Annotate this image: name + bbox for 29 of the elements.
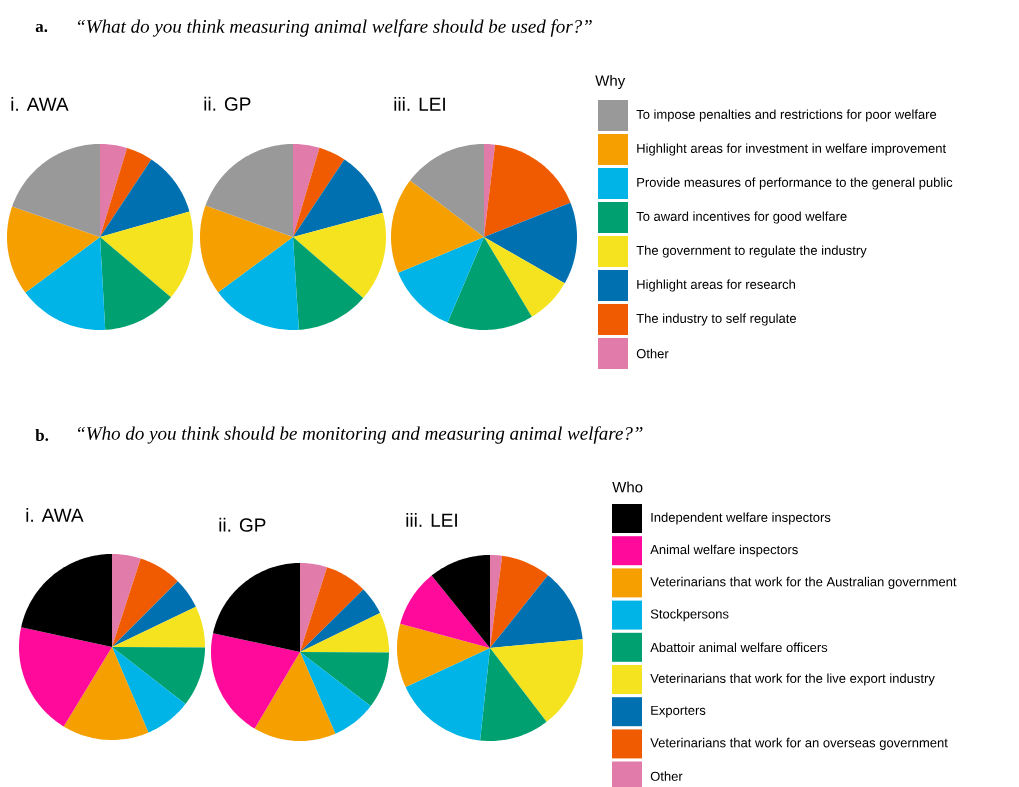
legend-label: Stockpersons: [650, 609, 729, 622]
legend-label: Provide measures of performance to the general public: [637, 177, 953, 190]
chart-title: iii. LEI: [406, 513, 457, 527]
text: “What do you think measuring animal welfare should be used for?”: [77, 19, 592, 37]
legend-label: To award incentives for good welfare: [636, 211, 847, 224]
legend-label: Exporters: [651, 705, 706, 718]
legend-label: Veterinarians that work for an overseas government: [650, 737, 948, 750]
legend-label: Veterinarians that work for the Australian government: [650, 576, 957, 589]
chart-title: iii. LEI: [394, 97, 445, 111]
legend-label: Other: [636, 348, 669, 359]
legend-label: Veterinarians that work for the live export industry: [650, 673, 935, 686]
chart-title: ii. GP: [219, 517, 266, 532]
text: b.: [35, 428, 49, 442]
legend-label: To impose penalties and restrictions for poor welfare: [636, 109, 937, 122]
legend-label: The government to regulate the industry: [636, 245, 867, 258]
legend-title: Who: [612, 481, 643, 493]
legend-label: Independent welfare inspectors: [651, 512, 831, 525]
legend-label: Abattoir animal welfare officers: [650, 642, 828, 653]
legend-label: Highlight areas for research: [637, 279, 796, 292]
legend-label: The industry to self regulate: [636, 313, 797, 326]
legend-label: Other: [650, 771, 683, 781]
text: “Who do you think should be monitoring and measuring animal welfare?”: [77, 426, 643, 444]
chart-title: ii. GP: [204, 96, 251, 111]
chart-title: i. AWA: [11, 97, 69, 111]
legend-label: Animal welfare inspectors: [650, 544, 798, 557]
legend-title: Why: [595, 75, 626, 89]
chart-title: i. AWA: [26, 508, 84, 522]
legend-label: Highlight areas for investment in welfare improvement: [637, 143, 947, 156]
text: a.: [35, 23, 48, 33]
